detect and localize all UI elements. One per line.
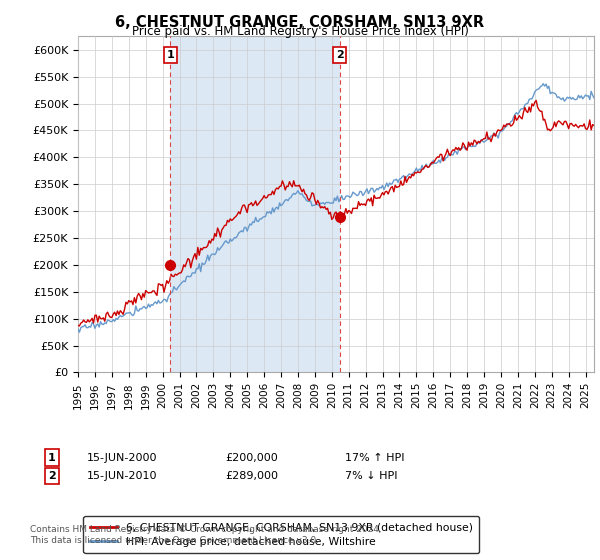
Text: 2: 2 xyxy=(335,50,343,60)
Text: £289,000: £289,000 xyxy=(225,471,278,481)
Text: Price paid vs. HM Land Registry's House Price Index (HPI): Price paid vs. HM Land Registry's House … xyxy=(131,25,469,38)
Text: £200,000: £200,000 xyxy=(225,452,278,463)
Text: 7% ↓ HPI: 7% ↓ HPI xyxy=(345,471,398,481)
Text: 15-JUN-2010: 15-JUN-2010 xyxy=(87,471,157,481)
Text: 15-JUN-2000: 15-JUN-2000 xyxy=(87,452,157,463)
Text: Contains HM Land Registry data © Crown copyright and database right 2024.
This d: Contains HM Land Registry data © Crown c… xyxy=(30,525,382,545)
Text: 2: 2 xyxy=(48,471,56,481)
Text: 1: 1 xyxy=(48,452,56,463)
Bar xyxy=(170,36,340,372)
Text: 17% ↑ HPI: 17% ↑ HPI xyxy=(345,452,404,463)
Text: 6, CHESTNUT GRANGE, CORSHAM, SN13 9XR: 6, CHESTNUT GRANGE, CORSHAM, SN13 9XR xyxy=(115,15,485,30)
Text: 1: 1 xyxy=(166,50,174,60)
Legend: 6, CHESTNUT GRANGE, CORSHAM, SN13 9XR (detached house), HPI: Average price, deta: 6, CHESTNUT GRANGE, CORSHAM, SN13 9XR (d… xyxy=(83,516,479,553)
